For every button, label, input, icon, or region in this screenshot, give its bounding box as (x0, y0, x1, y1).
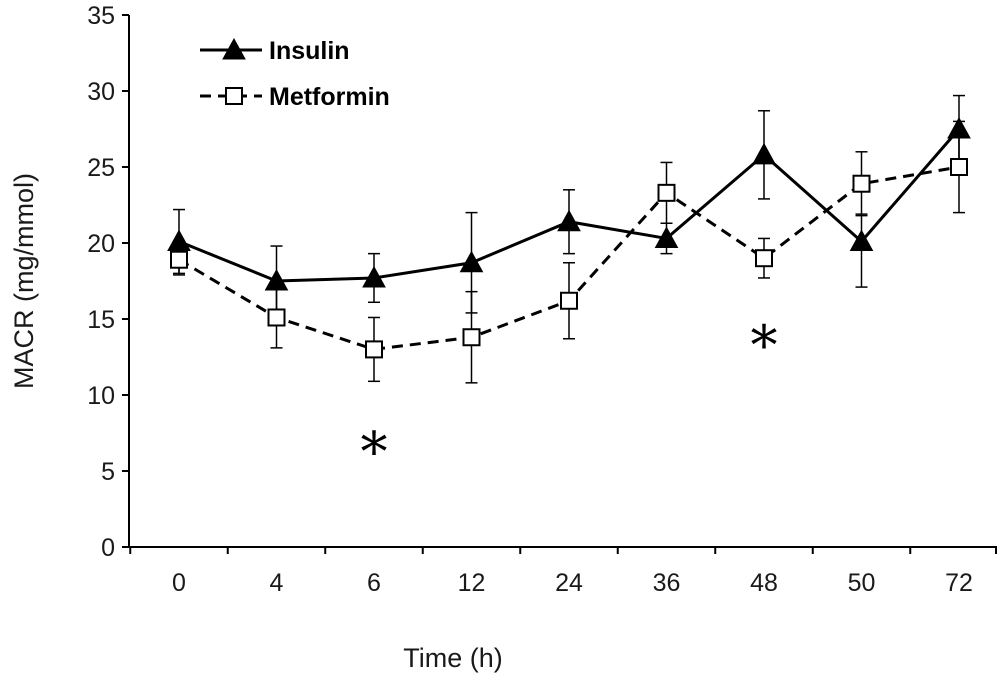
markers (167, 116, 971, 359)
legend: Insulin Metformin (200, 37, 390, 111)
metformin-point (755, 249, 773, 268)
y-tick-label: 35 (87, 2, 115, 30)
metformin-point (462, 328, 481, 347)
y-tick-label: 20 (87, 230, 115, 258)
error-bars (173, 94, 965, 384)
y-tick-label: 10 (87, 382, 115, 410)
metformin-point (560, 291, 578, 310)
x-tick-label: 6 (367, 569, 381, 597)
x-tick-label: 12 (458, 569, 486, 597)
y-tick-label: 5 (101, 458, 115, 486)
insulin-point (557, 209, 581, 232)
x-tick-label: 4 (270, 569, 284, 597)
tick-labels: 0 5 10 15 20 25 30 35 0 4 6 12 24 36 48 50 72 (87, 2, 973, 597)
metformin-point (267, 308, 286, 327)
y-tick-label: 25 (87, 154, 115, 182)
metformin-point (365, 340, 383, 359)
x-tick-label: 36 (653, 569, 681, 597)
y-tick-label: 0 (101, 534, 115, 562)
insulin-point (947, 116, 971, 139)
legend-label-insulin: Insulin (269, 37, 350, 65)
significance-asterisk: * (361, 421, 388, 484)
annotations: ** (361, 314, 778, 483)
y-axis-title: MACR (mg/mmol) (9, 173, 39, 389)
legend-label-metformin: Metformin (269, 83, 390, 111)
x-tick-label: 24 (555, 569, 583, 597)
x-tick-label: 50 (848, 569, 876, 597)
metformin-point (950, 158, 968, 176)
x-tick-label: 0 (172, 569, 186, 597)
insulin-point (752, 142, 776, 165)
x-tick-label: 48 (750, 569, 778, 597)
x-tick-label: 72 (945, 569, 973, 597)
legend-marker-shape (222, 37, 246, 60)
axes (122, 14, 997, 554)
metformin-point (170, 250, 188, 269)
insulin-point (362, 265, 386, 288)
y-tick-label: 15 (87, 306, 115, 334)
legend-marker-shape (225, 87, 243, 105)
legend-marker-metformin (225, 87, 243, 105)
metformin-point (657, 183, 676, 202)
x-axis-title: Time (h) (403, 643, 503, 673)
y-tick-label: 30 (87, 78, 115, 106)
insulin-point (654, 226, 679, 248)
metformin-point (852, 174, 871, 193)
significance-asterisk: * (751, 314, 778, 377)
insulin-point (264, 268, 289, 291)
insulin-point (849, 229, 874, 251)
insulin-point (167, 229, 191, 251)
legend-marker-insulin (222, 37, 246, 60)
insulin-point (459, 250, 484, 273)
